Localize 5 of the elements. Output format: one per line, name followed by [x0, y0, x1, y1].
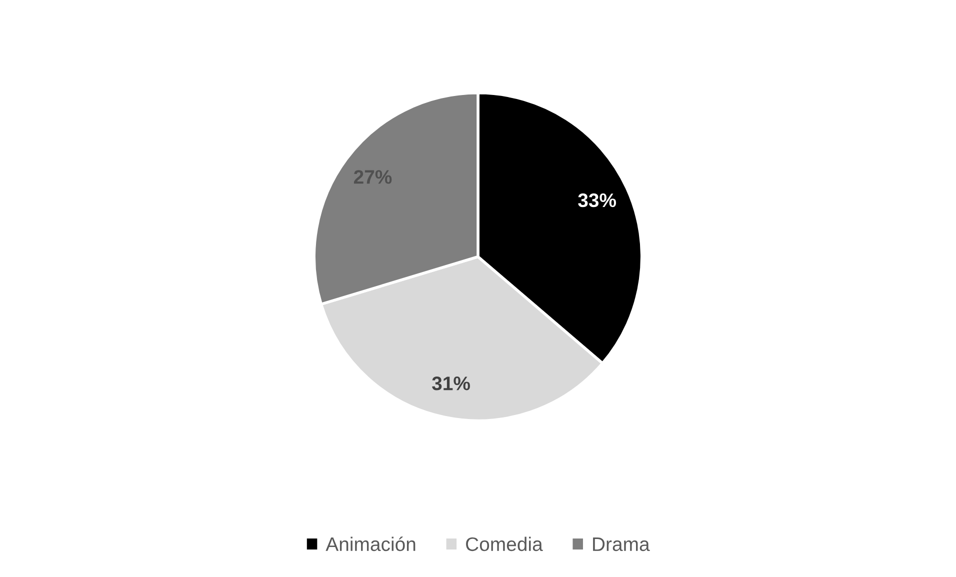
data-label: 31% [432, 376, 470, 390]
legend-label: Drama [593, 538, 650, 552]
legend-label: Animación [326, 536, 416, 552]
legend-label: Comedia [466, 536, 543, 552]
data-label: 33% [578, 193, 616, 208]
